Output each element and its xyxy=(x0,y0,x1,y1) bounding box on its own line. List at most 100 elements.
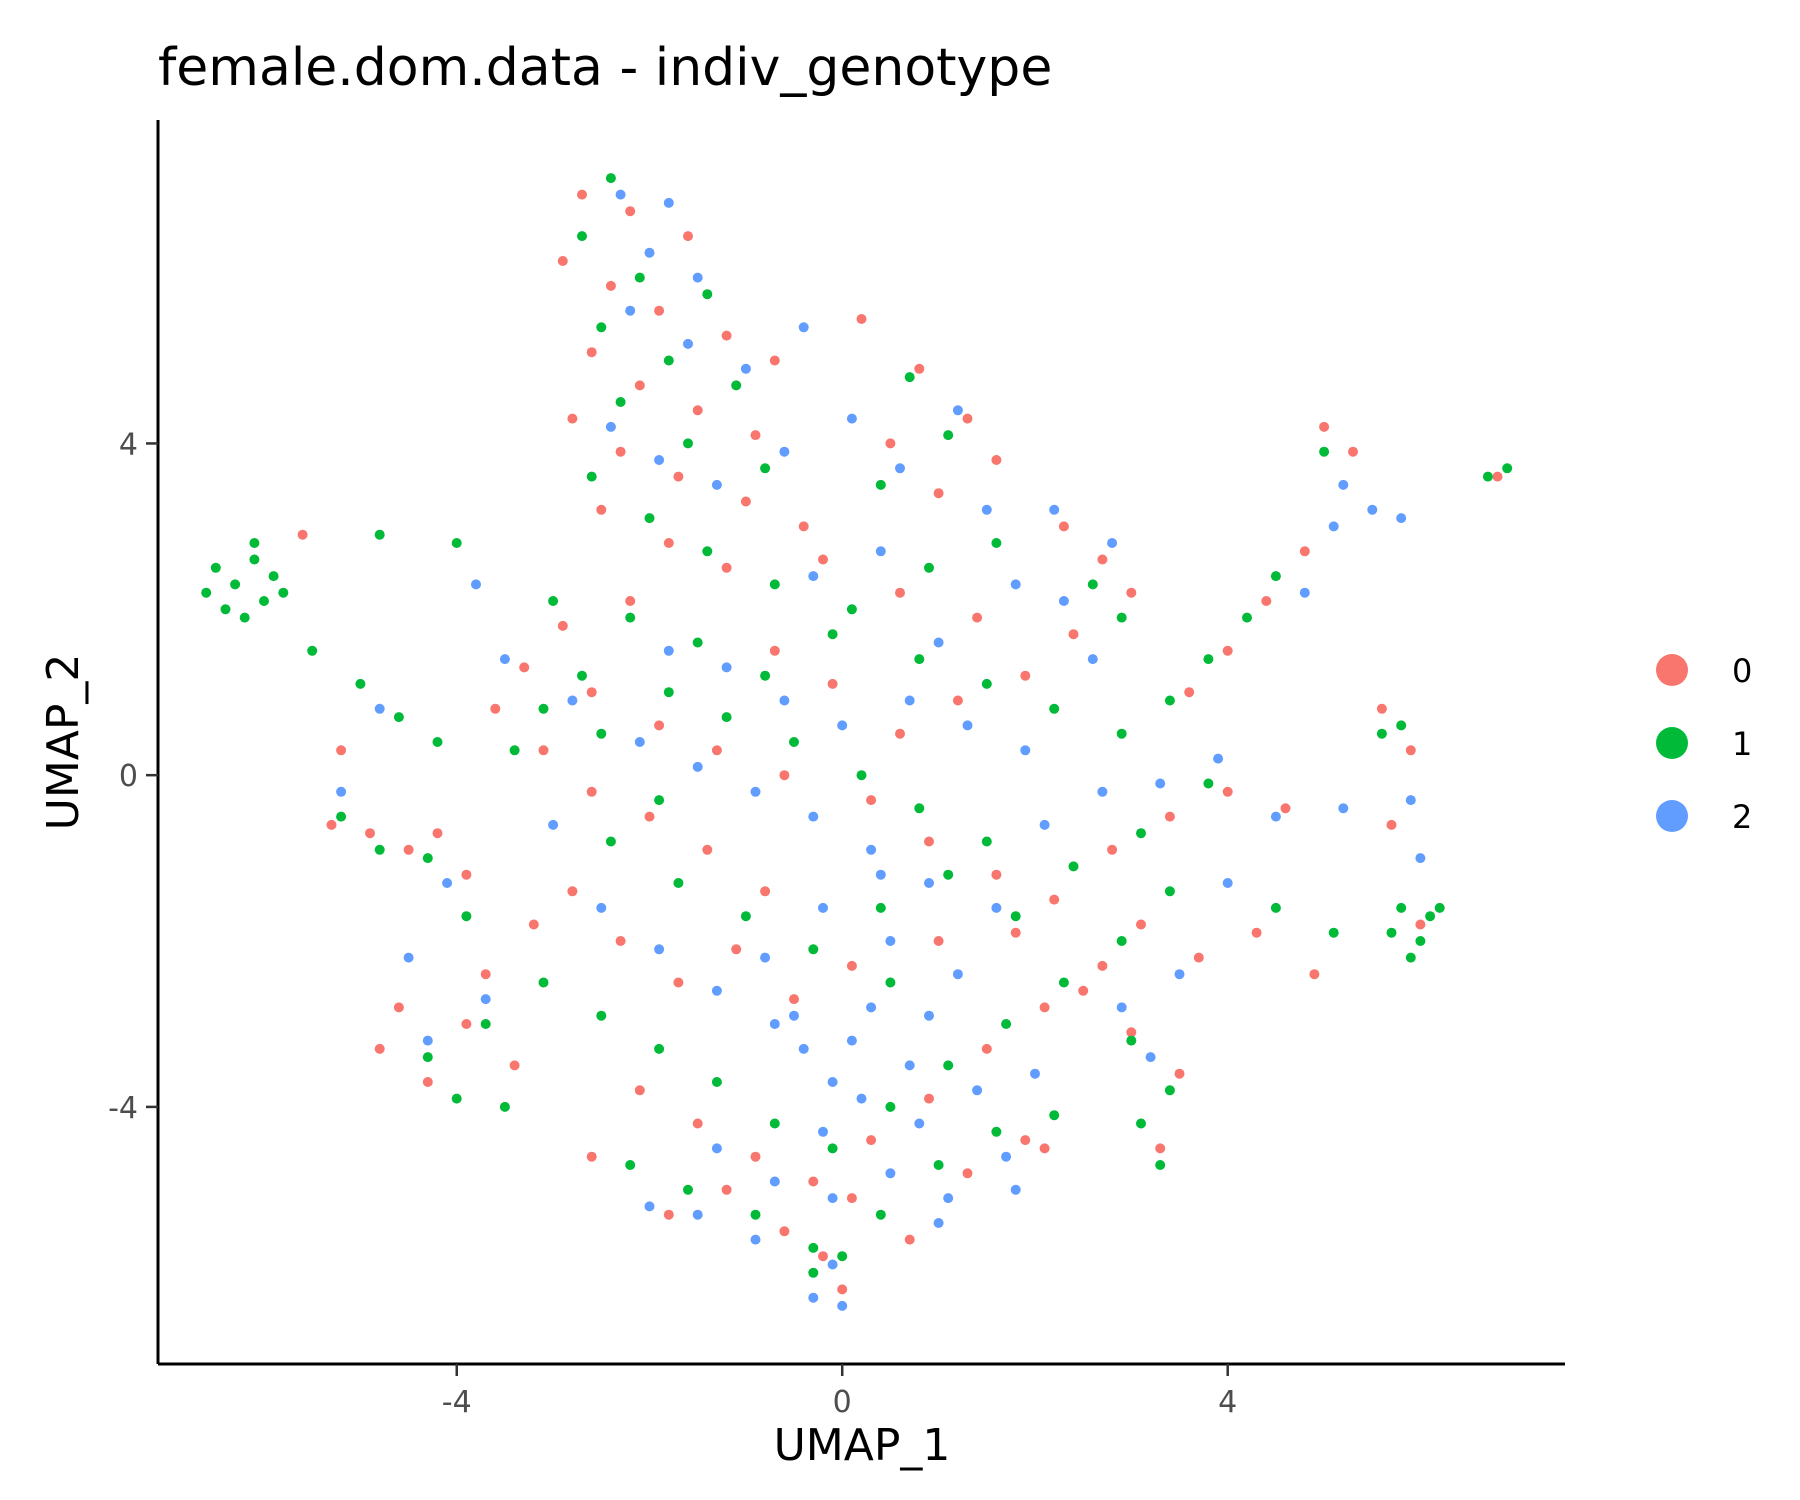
point-genotype-1-18 xyxy=(336,811,347,822)
point-genotype-0-1 xyxy=(625,206,636,217)
point-genotype-2-88 xyxy=(422,1035,433,1046)
point-genotype-2-36 xyxy=(924,1010,934,1021)
point-genotype-0-115 xyxy=(837,1284,848,1295)
point-genotype-0-83 xyxy=(789,994,799,1005)
point-genotype-1-76 xyxy=(943,1060,954,1071)
point-genotype-0-29 xyxy=(625,596,636,606)
point-genotype-2-68 xyxy=(962,720,973,731)
point-genotype-0-88 xyxy=(586,786,597,797)
y-tick-label: 4 xyxy=(119,427,138,462)
legend-key-0 xyxy=(1656,654,1688,686)
point-genotype-2-97 xyxy=(692,1209,703,1220)
point-genotype-1-54 xyxy=(808,944,819,955)
point-genotype-1-90 xyxy=(750,1209,761,1220)
point-genotype-0-13 xyxy=(615,446,626,457)
point-genotype-1-47 xyxy=(856,770,867,781)
points-layer xyxy=(201,173,1513,1311)
point-genotype-1-53 xyxy=(740,911,751,922)
point-genotype-1-9 xyxy=(249,538,260,548)
point-genotype-1-25 xyxy=(663,355,674,366)
point-genotype-1-66 xyxy=(760,670,771,681)
point-genotype-0-75 xyxy=(480,969,491,980)
legend: 0 1 2 xyxy=(1656,652,1752,836)
point-genotype-2-49 xyxy=(644,1201,655,1212)
point-genotype-1-82 xyxy=(596,1010,607,1021)
point-genotype-0-16 xyxy=(798,521,809,532)
point-genotype-0-118 xyxy=(933,936,944,946)
point-genotype-0-18 xyxy=(663,538,674,548)
point-genotype-0-99 xyxy=(1415,919,1426,930)
point-genotype-2-98 xyxy=(875,869,886,880)
chart-title: female.dom.data - indiv_genotype xyxy=(158,38,1052,98)
point-genotype-2-43 xyxy=(1001,1151,1012,1162)
point-genotype-1-51 xyxy=(605,836,616,847)
point-genotype-0-11 xyxy=(750,430,761,441)
point-genotype-2-93 xyxy=(374,703,385,714)
point-genotype-1-83 xyxy=(538,977,549,988)
legend-label-1: 1 xyxy=(1732,725,1752,763)
point-genotype-2-34 xyxy=(798,1043,809,1054)
legend-label-2: 2 xyxy=(1732,798,1752,836)
point-genotype-1-37 xyxy=(875,479,886,490)
point-genotype-0-72 xyxy=(461,1019,472,1029)
point-genotype-0-40 xyxy=(1049,894,1060,905)
point-genotype-2-62 xyxy=(1145,1052,1156,1063)
point-genotype-2-94 xyxy=(933,1218,944,1228)
point-genotype-0-10 xyxy=(692,405,703,416)
point-genotype-1-94 xyxy=(991,1126,1002,1137)
point-genotype-2-24 xyxy=(808,811,819,822)
point-genotype-1-23 xyxy=(702,289,713,300)
point-genotype-2-17 xyxy=(875,546,886,557)
point-genotype-1-118 xyxy=(808,1267,819,1278)
point-genotype-1-106 xyxy=(1396,720,1407,731)
point-genotype-1-35 xyxy=(924,562,934,573)
point-genotype-1-78 xyxy=(827,1143,838,1154)
point-genotype-0-42 xyxy=(1164,811,1175,822)
point-genotype-1-98 xyxy=(1164,1085,1175,1096)
point-genotype-0-9 xyxy=(634,380,645,391)
point-genotype-2-19 xyxy=(1010,579,1021,590)
point-genotype-1-70 xyxy=(1270,902,1281,913)
point-genotype-2-7 xyxy=(798,322,809,333)
point-genotype-1-42 xyxy=(509,745,520,756)
point-genotype-2-57 xyxy=(1270,811,1281,822)
point-genotype-0-32 xyxy=(490,703,501,714)
point-genotype-2-14 xyxy=(952,405,963,416)
point-genotype-2-23 xyxy=(750,786,761,797)
point-genotype-2-30 xyxy=(789,1010,799,1021)
point-genotype-1-89 xyxy=(683,1184,693,1195)
point-genotype-2-74 xyxy=(499,654,510,665)
point-genotype-2-11 xyxy=(779,446,790,457)
point-genotype-0-27 xyxy=(895,587,905,598)
point-genotype-0-52 xyxy=(1155,1143,1166,1154)
point-genotype-0-43 xyxy=(1222,786,1233,797)
legend-label-0: 0 xyxy=(1732,652,1752,690)
point-genotype-2-54 xyxy=(1097,786,1108,797)
point-genotype-1-27 xyxy=(615,397,626,407)
point-genotype-2-37 xyxy=(769,1019,780,1029)
point-genotype-1-111 xyxy=(1242,612,1252,623)
point-genotype-1-103 xyxy=(1405,952,1416,963)
point-genotype-1-36 xyxy=(991,538,1002,548)
point-genotype-2-9 xyxy=(654,455,665,465)
point-genotype-0-49 xyxy=(1078,985,1089,996)
point-genotype-1-108 xyxy=(1482,471,1493,482)
point-genotype-0-70 xyxy=(374,1043,385,1054)
point-genotype-1-113 xyxy=(1164,695,1175,706)
point-genotype-1-2 xyxy=(249,554,260,565)
point-genotype-0-100 xyxy=(1492,471,1503,482)
point-genotype-2-16 xyxy=(808,571,819,582)
point-genotype-1-28 xyxy=(683,438,693,449)
point-genotype-1-71 xyxy=(1328,927,1339,938)
point-genotype-2-21 xyxy=(634,737,645,747)
point-genotype-0-0 xyxy=(577,189,587,200)
point-genotype-1-58 xyxy=(1068,861,1079,872)
point-genotype-2-8 xyxy=(605,421,616,432)
point-genotype-2-27 xyxy=(818,902,828,913)
point-genotype-1-109 xyxy=(1502,463,1513,474)
point-genotype-0-92 xyxy=(1222,645,1233,656)
point-genotype-1-13 xyxy=(432,737,443,747)
point-genotype-2-86 xyxy=(1415,853,1426,864)
point-genotype-0-31 xyxy=(519,662,530,673)
